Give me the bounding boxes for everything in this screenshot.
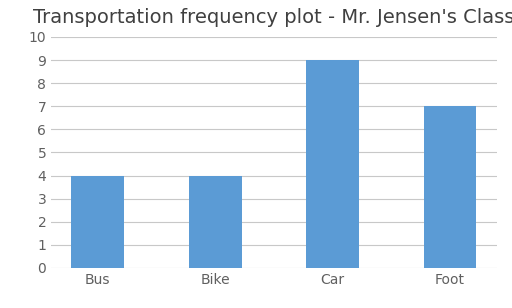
Bar bbox=[306, 60, 359, 268]
Title: Transportation frequency plot - Mr. Jensen's Class: Transportation frequency plot - Mr. Jens… bbox=[33, 8, 512, 27]
Bar bbox=[189, 176, 242, 268]
Bar bbox=[72, 176, 124, 268]
Bar bbox=[423, 106, 476, 268]
